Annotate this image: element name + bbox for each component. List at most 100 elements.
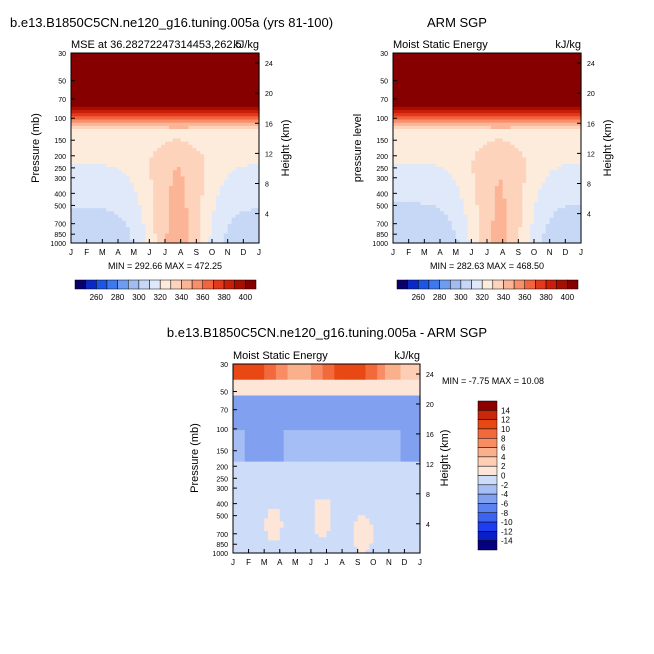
contour-cell	[424, 129, 429, 133]
contour-cell	[526, 163, 531, 168]
contour-cell	[573, 68, 578, 73]
contour-cell	[243, 113, 248, 117]
contour-cell	[176, 182, 182, 187]
contour-cell	[451, 170, 457, 174]
contour-cell	[243, 157, 248, 162]
contour-cell	[106, 132, 111, 136]
contour-cell	[573, 170, 578, 174]
contour-cell	[467, 78, 472, 83]
contour-cell	[565, 87, 570, 92]
contour-cell	[161, 81, 166, 86]
contour-cell	[153, 72, 158, 76]
contour-cell	[215, 170, 221, 174]
contour-cell	[416, 81, 422, 86]
contour-cell	[231, 106, 237, 111]
contour-cell	[420, 78, 425, 83]
contour-cell	[247, 208, 252, 212]
contour-cell	[118, 236, 123, 241]
contour-cell	[541, 106, 547, 111]
contour-cell	[463, 116, 469, 121]
contour-cell	[184, 217, 190, 222]
contour-cell	[110, 81, 115, 86]
contour-cell	[518, 113, 523, 117]
contour-cell	[447, 53, 453, 57]
contour-cell	[541, 116, 547, 121]
contour-cell	[161, 160, 166, 165]
contour-cell	[133, 157, 139, 162]
contour-cell	[459, 91, 465, 95]
contour-cell	[172, 230, 178, 235]
contour-cell	[561, 113, 566, 117]
contour-cell	[137, 94, 143, 98]
contour-cell	[447, 163, 453, 168]
contour-cell	[255, 53, 260, 57]
contour-cell	[118, 94, 123, 98]
contour-cell	[219, 81, 225, 86]
contour-cell	[133, 201, 139, 206]
contour-cell	[121, 68, 127, 73]
contour-cell	[149, 62, 154, 67]
contour-cell	[118, 87, 123, 92]
contour-cell	[118, 217, 123, 222]
contour-cell	[129, 176, 135, 181]
contour-cell	[98, 239, 103, 244]
contour-cell	[490, 163, 496, 168]
contour-cell	[231, 100, 237, 105]
contour-cell	[102, 201, 107, 206]
contour-cell	[78, 84, 84, 89]
contour-cell	[82, 62, 88, 67]
contour-cell	[227, 192, 233, 197]
contour-cell	[168, 189, 174, 193]
contour-cell	[137, 151, 143, 155]
contour-cell	[534, 176, 539, 181]
contour-cell	[196, 230, 201, 235]
contour-cell	[400, 84, 406, 89]
contour-cell	[86, 195, 92, 200]
colorbar-swatch	[138, 279, 150, 290]
contour-cell	[74, 103, 80, 108]
contour-cell	[565, 148, 570, 152]
contour-cell	[208, 113, 213, 117]
contour-cell	[82, 157, 88, 162]
contour-cell	[102, 148, 107, 152]
contour-cell	[219, 94, 225, 98]
contour-cell	[114, 144, 119, 149]
contour-cell	[467, 160, 472, 165]
contour-cell	[71, 227, 76, 231]
contour-cell	[157, 220, 162, 225]
contour-cell	[157, 211, 162, 216]
contour-cell	[239, 160, 244, 165]
contour-cell	[102, 217, 107, 222]
contour-cell	[514, 91, 519, 95]
contour-cell	[82, 100, 88, 105]
contour-cell	[125, 154, 131, 159]
contour-cell	[145, 110, 150, 114]
contour-cell	[475, 132, 480, 136]
contour-cell	[463, 53, 469, 57]
contour-cell	[522, 173, 527, 178]
contour-cell	[239, 192, 244, 197]
contour-cell	[98, 163, 103, 168]
contour-cell	[506, 179, 512, 184]
contour-cell	[243, 53, 248, 57]
contour-cell	[94, 94, 100, 98]
contour-cell	[168, 160, 174, 165]
contour-cell	[487, 167, 492, 171]
contour-cell	[200, 201, 205, 206]
contour-cell	[90, 227, 96, 231]
contour-cell	[239, 182, 244, 187]
contour-cell	[192, 62, 197, 67]
contour-cell	[102, 113, 107, 117]
contour-cell	[530, 170, 535, 174]
contour-cell	[161, 141, 166, 146]
contour-cell	[436, 103, 441, 108]
contour-cell	[396, 75, 402, 79]
contour-cell	[204, 106, 209, 111]
contour-cell	[408, 170, 414, 174]
contour-cell	[494, 97, 500, 102]
contour-cell	[412, 59, 418, 64]
contour-cell	[557, 132, 563, 136]
contour-cell	[479, 110, 484, 114]
contour-cell	[106, 110, 111, 114]
contour-cell	[137, 170, 143, 174]
